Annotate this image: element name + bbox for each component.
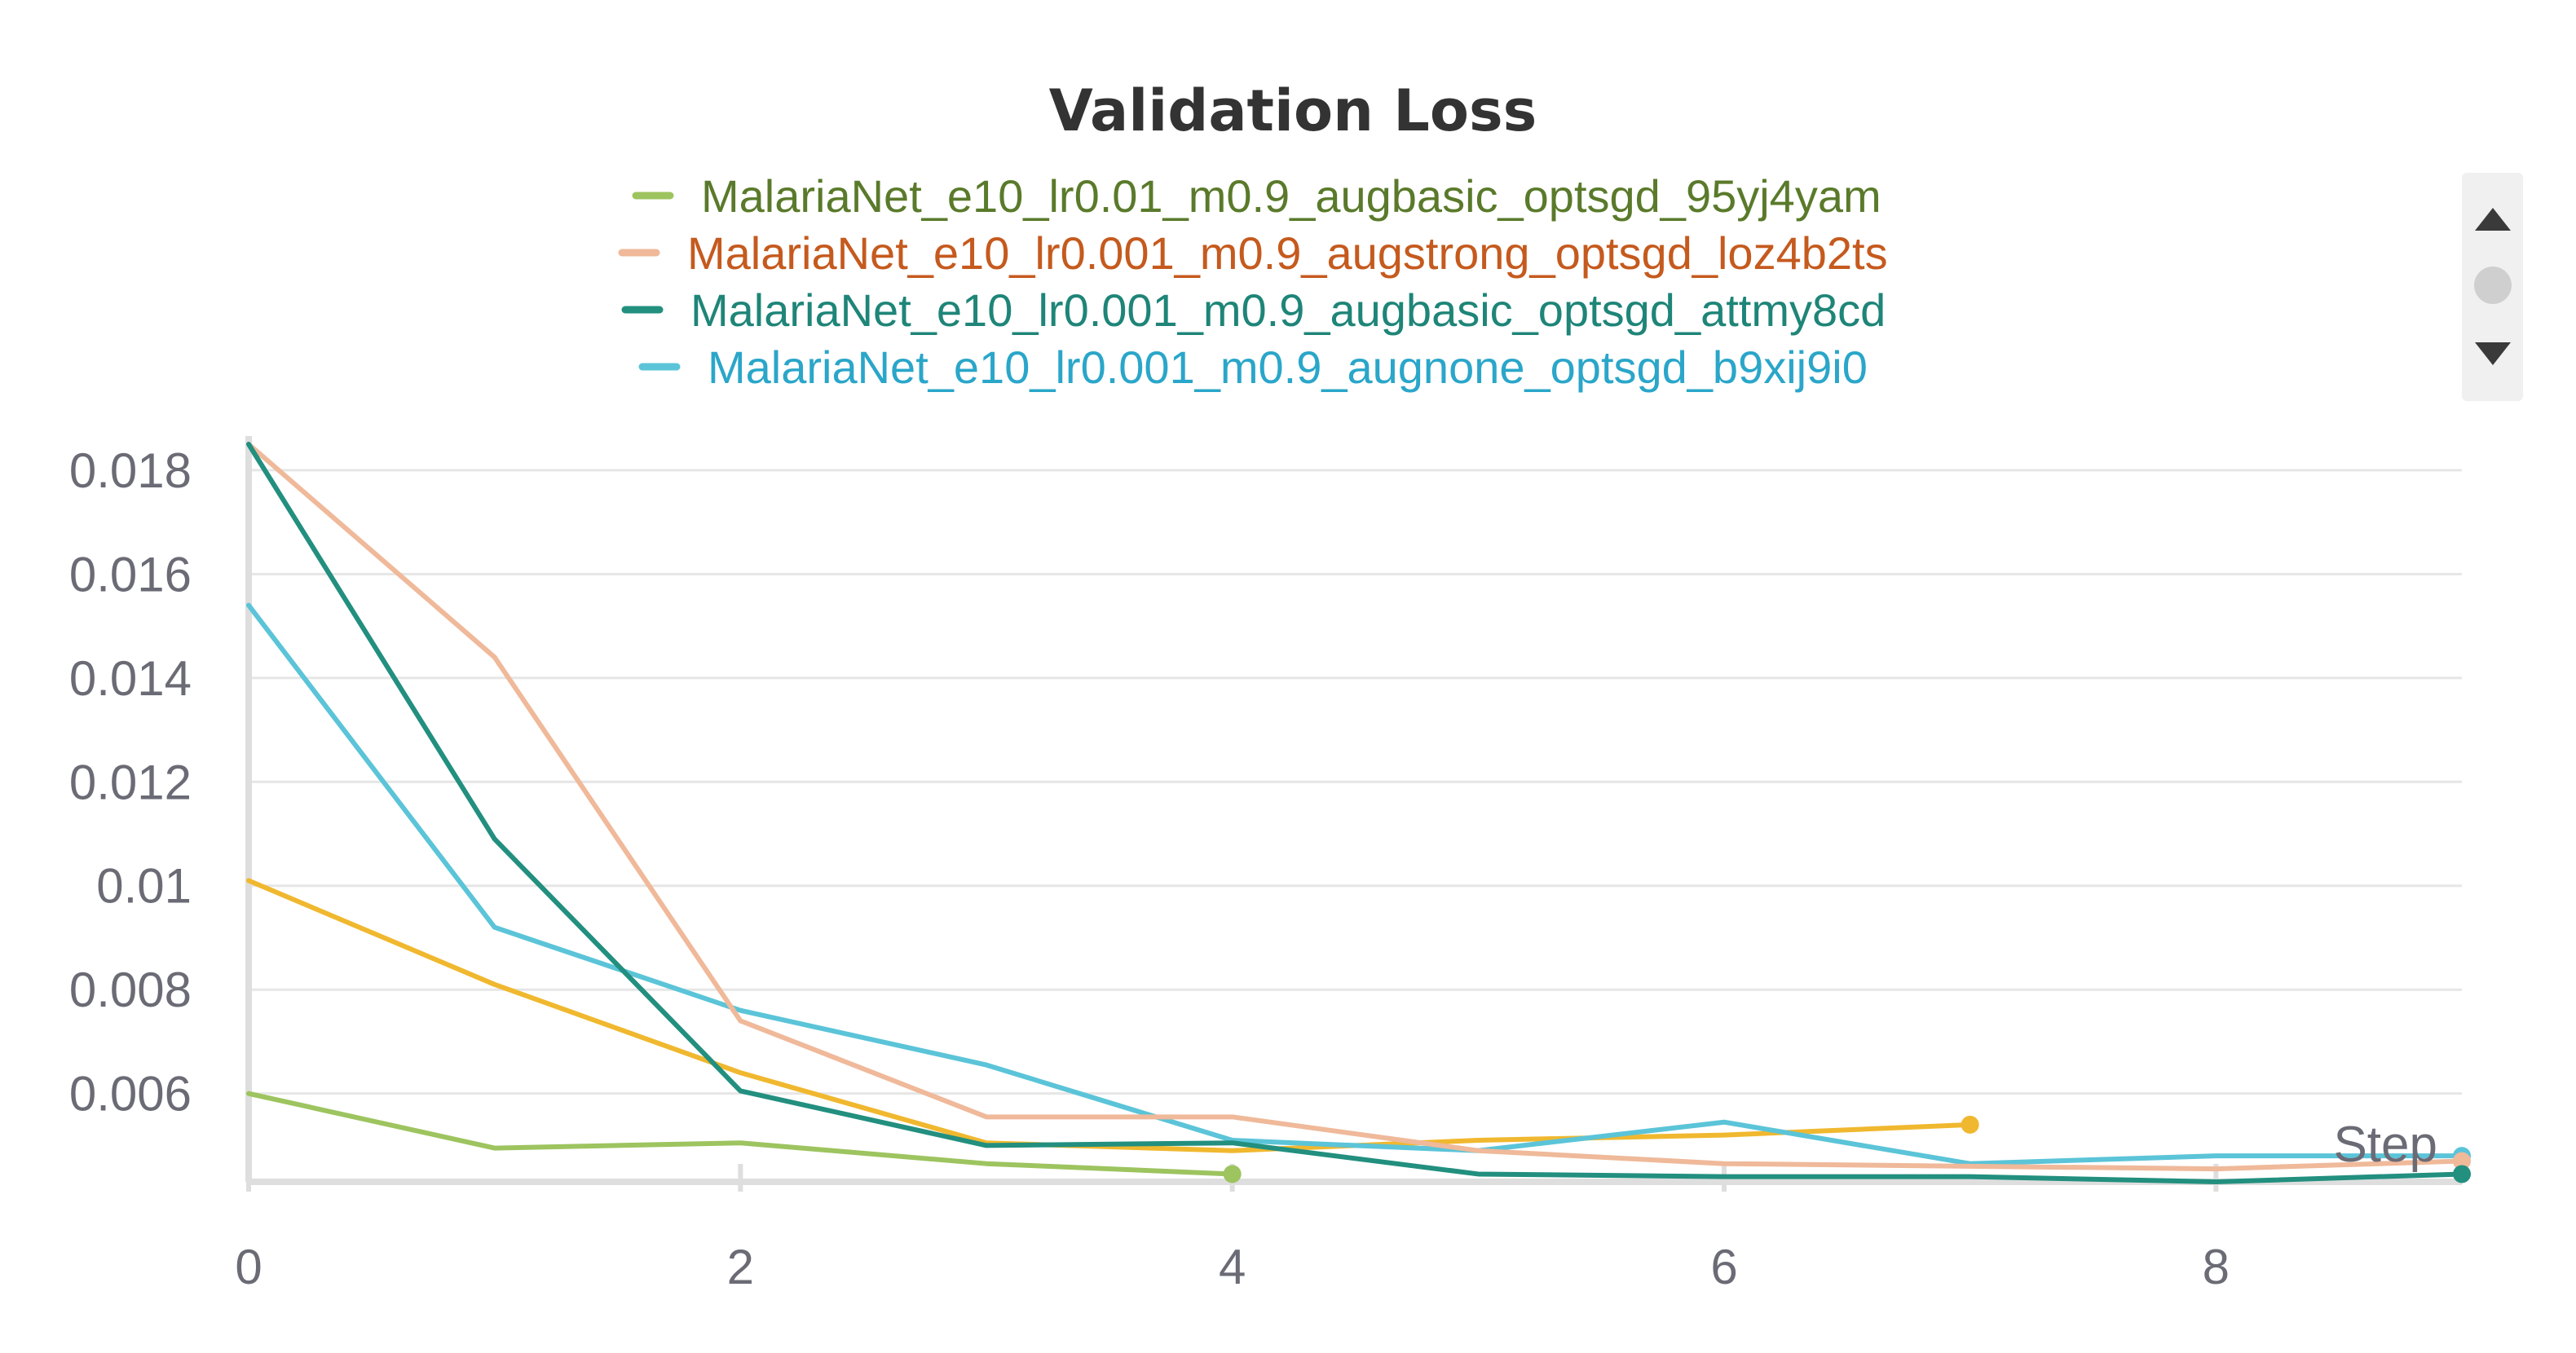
y-tick-label: 0.016 [69, 547, 192, 602]
y-tick-label: 0.012 [69, 755, 192, 809]
series-line-1 [246, 442, 2464, 1172]
circle-icon[interactable] [2474, 267, 2512, 304]
x-tick-labels: 0 2 4 6 8 [235, 1240, 2230, 1294]
axes [245, 436, 2462, 1192]
grid [249, 469, 2462, 1095]
y-tick-labels: 0.006 0.008 0.01 0.012 0.014 0.016 0.018 [69, 443, 192, 1122]
chart-title: Validation Loss [1049, 77, 1537, 144]
y-tick-label: 0.01 [96, 859, 192, 914]
series-line-0 [246, 1091, 1235, 1177]
series-line-3 [246, 602, 2464, 1166]
series-end-point-0 [1223, 1165, 1242, 1183]
legend-entry-label: MalariaNet_e10_lr0.001_m0.9_augnone_opts… [708, 342, 1868, 393]
x-tick-label: 2 [727, 1240, 754, 1294]
legend-entry-label: MalariaNet_e10_lr0.001_m0.9_augbasic_opt… [690, 284, 1886, 336]
series-line-4 [246, 878, 1973, 1153]
legend-entry-label: MalariaNet_e10_lr0.001_m0.9_augstrong_op… [687, 227, 1888, 279]
y-tick-label: 0.018 [69, 443, 192, 498]
series-end-point-2 [2453, 1165, 2471, 1183]
legend-scroll-control[interactable] [2462, 173, 2523, 401]
series-line-2 [246, 442, 2464, 1184]
x-tick-label: 4 [1219, 1240, 1246, 1294]
x-tick-label: 8 [2203, 1240, 2230, 1294]
triangle-up-icon[interactable] [2475, 208, 2511, 231]
y-tick-label: 0.008 [69, 963, 192, 1017]
y-tick-label: 0.006 [69, 1067, 192, 1122]
legend-entry-label: MalariaNet_e10_lr0.01_m0.9_augbasic_opts… [701, 170, 1881, 222]
series-lines [246, 442, 2471, 1184]
triangle-down-icon[interactable] [2475, 342, 2511, 365]
x-tick-label: 6 [1710, 1240, 1737, 1294]
series-end-point-1 [2453, 1152, 2471, 1170]
y-tick-label: 0.014 [69, 651, 192, 706]
x-axis-title: Step [2333, 1117, 2437, 1173]
x-tick-label: 0 [235, 1240, 262, 1294]
series-end-point-4 [1961, 1115, 1979, 1134]
legend: MalariaNet_e10_lr0.01_m0.9_augbasic_opts… [618, 170, 1888, 393]
